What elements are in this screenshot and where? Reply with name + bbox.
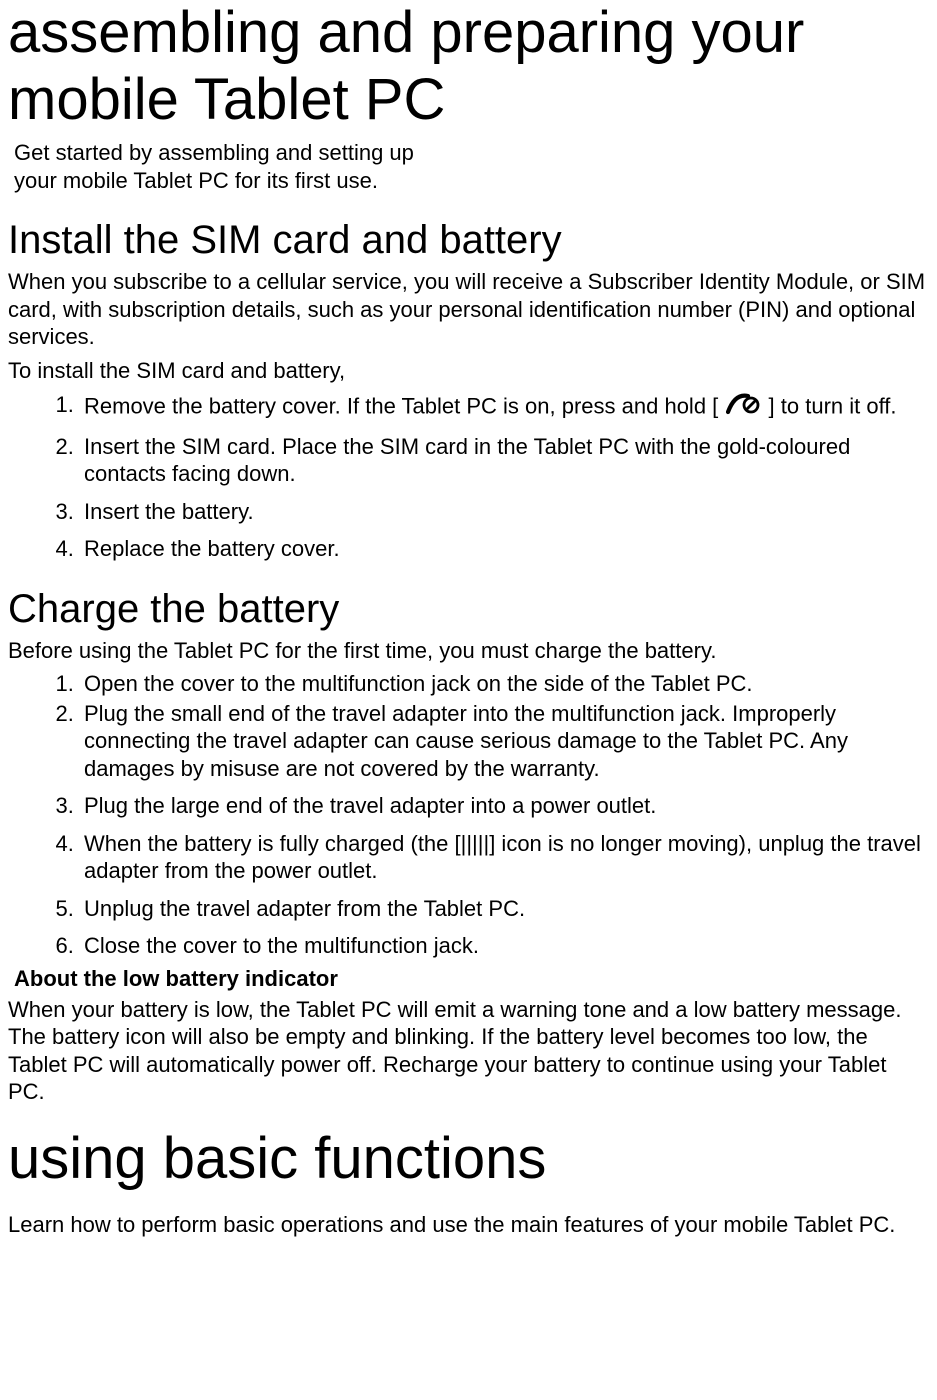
section-heading-charge: Charge the battery (8, 585, 929, 633)
charge-step-5: Unplug the travel adapter from the Table… (80, 895, 929, 923)
charge-step-4: When the battery is fully charged (the [… (80, 830, 929, 885)
intro-text: Get started by assembling and setting up… (14, 139, 929, 194)
install-steps-list: Remove the battery cover. If the Tablet … (8, 390, 929, 563)
page-title-2: using basic functions (8, 1126, 929, 1193)
install-step-1-text-a: Remove the battery cover. If the Tablet … (84, 394, 718, 419)
charge-step-3: Plug the large end of the travel adapter… (80, 792, 929, 820)
charge-steps-list: Open the cover to the multifunction jack… (8, 670, 929, 960)
charge-step-1: Open the cover to the multifunction jack… (80, 670, 929, 698)
power-icon (726, 390, 760, 423)
section1-paragraph-1: When you subscribe to a cellular service… (8, 268, 929, 351)
section1-paragraph-2: To install the SIM card and battery, (8, 357, 929, 385)
intro-line-1: Get started by assembling and setting up (14, 140, 414, 165)
page-title-1: assembling and preparing your mobile Tab… (8, 0, 929, 133)
install-step-2: Insert the SIM card. Place the SIM card … (80, 433, 929, 488)
low-battery-paragraph: When your battery is low, the Tablet PC … (8, 996, 929, 1106)
charge-step-6: Close the cover to the multifunction jac… (80, 932, 929, 960)
install-step-1-text-b: ] to turn it off. (769, 394, 897, 419)
low-battery-subhead: About the low battery indicator (14, 966, 929, 992)
install-step-4: Replace the battery cover. (80, 535, 929, 563)
install-step-1: Remove the battery cover. If the Tablet … (80, 390, 929, 423)
document-page: assembling and preparing your mobile Tab… (0, 0, 937, 1284)
intro-line-2: your mobile Tablet PC for its first use. (14, 168, 378, 193)
install-step-3: Insert the battery. (80, 498, 929, 526)
outro-paragraph: Learn how to perform basic operations an… (8, 1211, 929, 1239)
section-heading-install: Install the SIM card and battery (8, 216, 929, 264)
section2-paragraph-1: Before using the Tablet PC for the first… (8, 637, 929, 665)
charge-step-2: Plug the small end of the travel adapter… (80, 700, 929, 783)
